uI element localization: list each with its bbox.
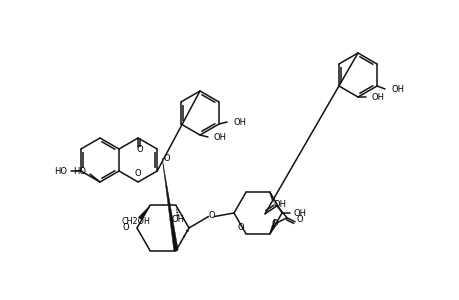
Text: O: O (208, 211, 214, 220)
Text: O: O (136, 145, 143, 154)
Polygon shape (138, 206, 150, 220)
Text: OH: OH (171, 215, 184, 224)
Text: HO: HO (73, 167, 86, 176)
Text: OH: OH (274, 200, 286, 209)
Text: HO: HO (54, 167, 67, 176)
Polygon shape (269, 225, 275, 234)
Text: O: O (163, 154, 169, 163)
Text: OH: OH (233, 118, 246, 127)
Text: O: O (271, 219, 278, 228)
Text: O: O (237, 223, 243, 232)
Text: OH: OH (293, 208, 306, 217)
Text: OH: OH (371, 92, 384, 101)
Polygon shape (162, 158, 178, 251)
Text: CH2OH: CH2OH (121, 217, 150, 226)
Text: O: O (297, 215, 303, 224)
Text: O: O (134, 169, 141, 178)
Text: OH: OH (213, 133, 226, 142)
Text: O: O (122, 224, 129, 232)
Text: OH: OH (390, 85, 403, 94)
